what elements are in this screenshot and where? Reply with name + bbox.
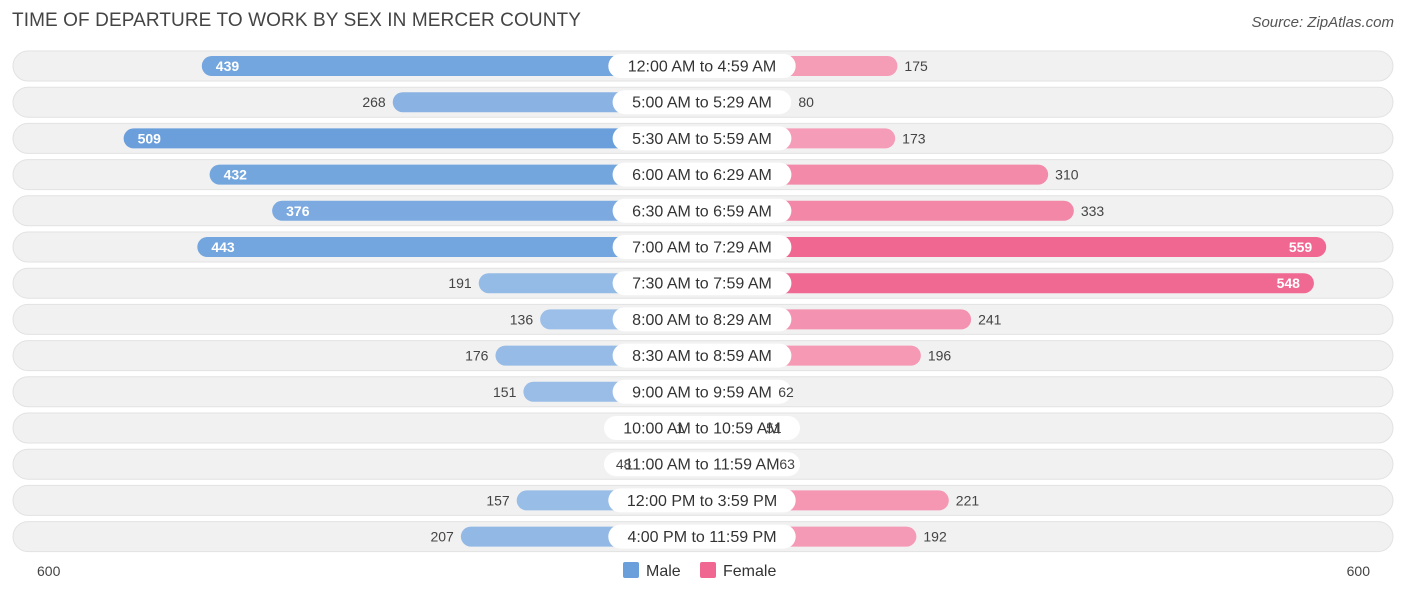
male-bar bbox=[272, 200, 712, 221]
category-label-pill bbox=[612, 90, 792, 115]
male-value-label: 207 bbox=[430, 529, 454, 545]
male-bar bbox=[201, 56, 713, 76]
axis-label-left: 600 bbox=[37, 563, 61, 579]
category-label: 6:30 AM to 6:59 AM bbox=[632, 203, 772, 220]
category-label: 8:00 AM to 8:29 AM bbox=[632, 312, 772, 329]
male-value-label: 176 bbox=[465, 348, 489, 364]
male-bar bbox=[209, 164, 712, 185]
category-label: 12:00 PM to 3:59 PM bbox=[627, 493, 777, 510]
female-value-label: 241 bbox=[978, 311, 1002, 327]
category-label-pill bbox=[608, 524, 796, 549]
female-value-label: 62 bbox=[778, 384, 794, 400]
male-bar bbox=[123, 128, 712, 149]
category-label: 5:30 AM to 5:59 AM bbox=[632, 131, 772, 148]
legend-swatch-male bbox=[623, 562, 639, 578]
legend-label-male: Male bbox=[646, 563, 681, 580]
legend-label-female: Female bbox=[723, 563, 776, 580]
male-value-label: 268 bbox=[362, 94, 386, 110]
category-label-pill bbox=[612, 126, 792, 151]
axis-label-right: 600 bbox=[1347, 563, 1371, 579]
category-label: 9:00 AM to 9:59 AM bbox=[632, 384, 772, 401]
category-label: 6:00 AM to 6:29 AM bbox=[632, 167, 772, 184]
female-value-label: 559 bbox=[1289, 239, 1313, 255]
male-value-label: 1 bbox=[676, 420, 684, 436]
female-value-label: 80 bbox=[798, 94, 814, 110]
category-label: 8:30 AM to 8:59 AM bbox=[632, 348, 772, 365]
category-label-pill bbox=[608, 488, 796, 513]
male-value-label: 191 bbox=[448, 275, 472, 291]
male-value-label: 432 bbox=[224, 167, 248, 183]
female-value-label: 221 bbox=[956, 492, 980, 508]
female-value-label: 173 bbox=[902, 130, 926, 146]
female-value-label: 548 bbox=[1277, 275, 1301, 291]
male-value-label: 509 bbox=[138, 130, 162, 146]
male-value-label: 157 bbox=[486, 492, 510, 508]
male-value-label: 48 bbox=[616, 456, 632, 472]
male-value-label: 443 bbox=[211, 239, 235, 255]
chart-source: Source: ZipAtlas.com bbox=[1251, 14, 1394, 31]
male-value-label: 151 bbox=[493, 384, 517, 400]
male-value-label: 439 bbox=[216, 58, 240, 74]
male-bar bbox=[197, 237, 713, 257]
category-label: 12:00 AM to 4:59 AM bbox=[628, 59, 777, 76]
female-value-label: 175 bbox=[904, 58, 928, 74]
female-value-label: 192 bbox=[923, 529, 947, 545]
category-label-pill bbox=[604, 452, 800, 477]
category-label-pill bbox=[612, 198, 792, 223]
category-label: 11:00 AM to 11:59 AM bbox=[624, 457, 779, 474]
category-label: 7:00 AM to 7:29 AM bbox=[632, 240, 772, 257]
female-value-label: 310 bbox=[1055, 167, 1079, 183]
category-label-pill bbox=[612, 343, 792, 368]
category-label: 5:00 AM to 5:29 AM bbox=[632, 95, 772, 112]
category-label-pill bbox=[612, 271, 792, 296]
female-bar bbox=[692, 273, 1314, 294]
female-value-label: 196 bbox=[928, 348, 952, 364]
category-label-pill bbox=[612, 307, 792, 332]
category-label-pill bbox=[608, 54, 796, 78]
category-label-pill bbox=[612, 235, 792, 259]
category-label-pill bbox=[612, 162, 792, 187]
female-value-label: 333 bbox=[1081, 203, 1105, 219]
female-value-label: 63 bbox=[779, 456, 795, 472]
male-value-label: 376 bbox=[286, 203, 310, 219]
category-label: 7:30 AM to 7:59 AM bbox=[632, 276, 772, 293]
category-label-pill bbox=[604, 416, 800, 440]
legend-swatch-female bbox=[700, 562, 716, 578]
female-bar bbox=[692, 237, 1327, 257]
chart-title: TIME OF DEPARTURE TO WORK BY SEX IN MERC… bbox=[12, 10, 581, 31]
female-value-label: 51 bbox=[766, 420, 782, 436]
category-label-pill bbox=[612, 379, 792, 404]
category-label: 4:00 PM to 11:59 PM bbox=[627, 529, 776, 546]
category-label: 10:00 AM to 10:59 AM bbox=[623, 421, 780, 438]
male-value-label: 136 bbox=[510, 311, 534, 327]
